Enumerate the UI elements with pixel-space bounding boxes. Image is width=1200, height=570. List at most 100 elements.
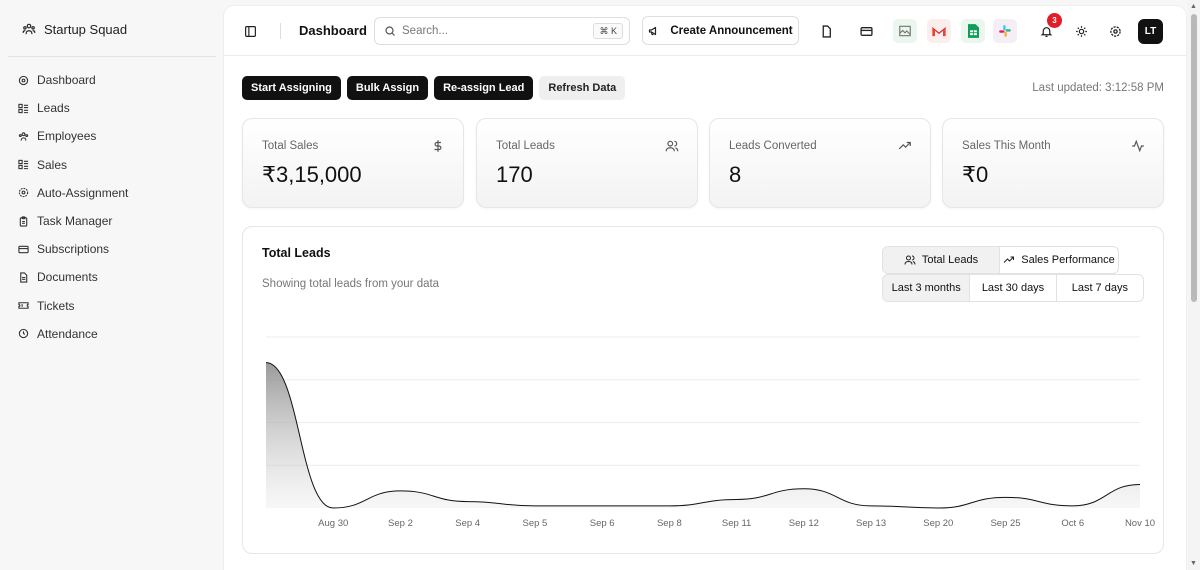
stat-value: ₹3,15,000 <box>262 162 362 187</box>
tab-label: Sales Performance <box>1021 254 1115 266</box>
sidebar-item-label: Attendance <box>37 326 98 341</box>
x-tick-label: Aug 30 <box>318 518 348 529</box>
sidebar-item-attendance[interactable]: Attendance <box>0 320 224 348</box>
dollar-icon <box>434 140 442 152</box>
create-announcement-button[interactable]: Create Announcement <box>642 16 799 45</box>
avatar[interactable]: LT <box>1138 19 1163 44</box>
search-shortcut: ⌘ K <box>593 23 623 39</box>
notification-count-badge: 3 <box>1047 13 1062 28</box>
gear-icon <box>1109 25 1121 37</box>
sidebar-item-documents[interactable]: Documents <box>0 263 224 291</box>
stat-card-total-leads: Total Leads 170 <box>476 118 698 208</box>
sun-icon <box>1075 25 1087 37</box>
scroll-thumb[interactable] <box>1191 14 1197 302</box>
sidebar-nav: Dashboard Leads Employees Sales Auto-Ass… <box>0 66 224 348</box>
sidebar-item-label: Task Manager <box>37 214 113 229</box>
total-leads-panel: Total Leads Showing total leads from you… <box>242 226 1164 554</box>
card-button[interactable] <box>854 19 878 43</box>
x-tick-label: Sep 25 <box>990 518 1020 529</box>
search-input[interactable]: Search... ⌘ K <box>374 17 630 45</box>
sidebar-item-auto-assignment[interactable]: Auto-Assignment <box>0 179 224 207</box>
panel-subtitle: Showing total leads from your data <box>262 278 440 290</box>
x-tick-label: Sep 12 <box>789 518 819 529</box>
brand-name: Startup Squad <box>44 21 128 37</box>
sidebar: Startup Squad Dashboard Leads Employees … <box>0 0 224 570</box>
x-tick-label: Nov 10 <box>1125 518 1155 529</box>
total-leads-chart: Aug 30 Sep 2 Sep 4 Sep 5 Sep 6 Sep 8 Sep 11 Sep… <box>265 336 1155 529</box>
notifications-button[interactable] <box>1034 19 1058 43</box>
refresh-data-button[interactable]: Refresh Data <box>539 76 626 100</box>
gmail-app[interactable] <box>927 19 951 43</box>
sidebar-item-dashboard[interactable]: Dashboard <box>0 66 224 94</box>
stat-label: Leads Converted <box>729 140 817 152</box>
stat-card-total-sales: Total Sales ₹3,15,000 <box>242 118 464 208</box>
sidebar-item-label: Tickets <box>37 298 75 313</box>
action-bar: Start Assigning Bulk Assign Re-assign Le… <box>242 76 626 100</box>
trending-up-icon <box>898 141 911 150</box>
broken-image-app[interactable] <box>893 19 917 43</box>
main-content: Dashboard Search... ⌘ K Create Announcem… <box>224 6 1186 570</box>
activity-icon <box>1132 139 1144 153</box>
x-tick-label: Sep 8 <box>657 518 682 529</box>
x-tick-label: Sep 5 <box>523 518 548 529</box>
x-tick-label: Sep 11 <box>722 518 751 529</box>
settings-button[interactable] <box>1103 19 1127 43</box>
tab-total-leads[interactable]: Total Leads <box>883 247 1000 273</box>
sidebar-item-tickets[interactable]: Tickets <box>0 292 224 320</box>
scroll-down-arrow[interactable]: ▼ <box>1190 560 1197 567</box>
start-assigning-button[interactable]: Start Assigning <box>242 76 341 100</box>
slack-icon <box>999 25 1011 37</box>
sidebar-item-sales[interactable]: Sales <box>0 151 224 179</box>
brand[interactable]: Startup Squad <box>0 0 224 58</box>
sidebar-item-leads[interactable]: Leads <box>0 94 224 122</box>
stat-value: 8 <box>729 162 742 187</box>
bell-icon <box>1040 26 1052 37</box>
theme-toggle-button[interactable] <box>1069 19 1093 43</box>
range-last-3-months[interactable]: Last 3 months <box>883 275 970 301</box>
scroll-up-arrow[interactable]: ▲ <box>1190 3 1197 10</box>
sidebar-item-label: Auto-Assignment <box>37 185 129 200</box>
range-last-30-days[interactable]: Last 30 days <box>969 275 1055 301</box>
credit-card-icon <box>859 26 873 36</box>
brand-divider <box>8 56 216 57</box>
stat-label: Sales This Month <box>962 140 1051 152</box>
bulk-assign-button[interactable]: Bulk Assign <box>346 76 429 100</box>
file-button[interactable] <box>814 19 838 43</box>
target-icon <box>18 75 29 85</box>
google-sheets-app[interactable] <box>961 19 985 43</box>
page-title: Dashboard <box>299 23 367 38</box>
sidebar-item-subscriptions[interactable]: Subscriptions <box>0 235 224 263</box>
page-scrollbar[interactable]: ▲ ▼ <box>1188 0 1200 570</box>
list-icon <box>18 103 29 113</box>
sidebar-item-employees[interactable]: Employees <box>0 122 224 150</box>
sidebar-toggle-button[interactable] <box>240 21 260 41</box>
users-icon <box>22 23 36 35</box>
tab-label: Total Leads <box>921 254 979 266</box>
sidebar-item-label: Sales <box>37 157 68 172</box>
last-updated-text: Last updated: 3:12:58 PM <box>1032 82 1164 94</box>
x-tick-label: Sep 2 <box>388 518 413 529</box>
view-toggle: Total Leads Sales Performance <box>882 246 1119 274</box>
panel-title: Total Leads <box>262 246 331 260</box>
range-last-7-days[interactable]: Last 7 days <box>1055 275 1143 301</box>
slack-app[interactable] <box>993 19 1017 43</box>
list-icon <box>18 159 29 170</box>
range-toggle: Last 3 months Last 30 days Last 7 days <box>882 274 1144 302</box>
search-icon <box>385 26 395 36</box>
sidebar-item-task-manager[interactable]: Task Manager <box>0 207 224 235</box>
topbar-divider <box>280 23 281 39</box>
sidebar-item-label: Employees <box>37 129 97 144</box>
sidebar-item-label: Leads <box>37 101 70 116</box>
x-tick-label: Sep 13 <box>856 518 886 529</box>
reassign-lead-button[interactable]: Re-assign Lead <box>434 76 534 100</box>
sidebar-item-label: Documents <box>37 270 98 285</box>
gear-icon <box>18 188 29 198</box>
ticket-icon <box>18 302 29 309</box>
file-icon <box>822 24 831 38</box>
stat-value: ₹0 <box>962 162 989 187</box>
stat-card-leads-converted: Leads Converted 8 <box>709 118 931 208</box>
google-sheets-icon <box>967 24 979 38</box>
stat-label: Total Leads <box>496 140 555 152</box>
top-bar: Dashboard Search... ⌘ K Create Announcem… <box>224 6 1186 56</box>
tab-sales-performance[interactable]: Sales Performance <box>999 247 1118 273</box>
